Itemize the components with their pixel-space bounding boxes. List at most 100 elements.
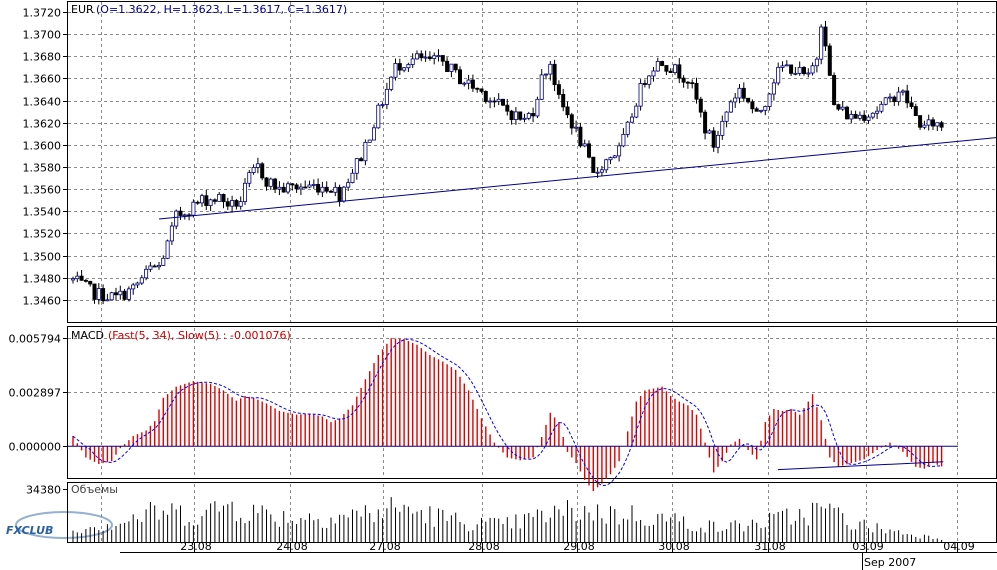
candle-body: [182, 214, 187, 217]
candle-body: [522, 117, 527, 120]
candle-body: [492, 100, 497, 103]
macd-trendline[interactable]: [777, 461, 944, 471]
candle-body: [642, 83, 647, 85]
candle-body: [294, 184, 299, 190]
candle-body: [707, 130, 712, 134]
candle-body: [346, 182, 351, 188]
candle-body: [165, 240, 170, 259]
candle-body: [879, 103, 884, 112]
candle-body: [935, 122, 940, 127]
candle-body: [440, 55, 445, 62]
candle-body: [698, 98, 703, 113]
candle-body: [371, 127, 376, 141]
price-grid: [68, 2, 996, 322]
price-trendline[interactable]: [158, 137, 997, 220]
candle-body: [178, 210, 183, 216]
date-label: 23.08: [180, 540, 212, 553]
candle-body: [789, 64, 794, 74]
candle-body: [866, 116, 871, 121]
candle-body: [161, 257, 166, 266]
candle-body: [634, 105, 639, 118]
candle-body: [79, 275, 84, 281]
price-panel[interactable]: 1.3720 1.3700 1.3680 1.3660 1.3640 1.3620 1.36…: [23, 1, 997, 323]
candle-body: [114, 292, 119, 296]
price-tick-label: 1.3500: [23, 251, 62, 264]
candle-body: [453, 63, 458, 71]
date-label: 28.08: [468, 540, 500, 553]
candle-body: [814, 58, 819, 67]
candle-body: [836, 104, 841, 110]
macd-signal-line: [72, 338, 942, 487]
candle-body: [892, 96, 897, 103]
candle-body: [784, 64, 789, 67]
candle-body: [737, 87, 742, 99]
candle-body: [746, 97, 751, 103]
candle-body: [449, 63, 454, 72]
candle-body: [359, 158, 364, 162]
candle-body: [457, 69, 462, 85]
candle-body: [896, 91, 901, 103]
macd-panel[interactable]: 0.005794 0.002897 0.000000 MACD (Fast(5, 3…: [9, 326, 997, 492]
price-axis: 1.3720 1.3700 1.3680 1.3660 1.3640 1.3620 1.36…: [23, 7, 67, 308]
candle-body: [217, 193, 222, 202]
candle-body: [832, 75, 837, 106]
candle-body: [324, 186, 329, 192]
candle-body: [660, 61, 665, 66]
date-axis: 23.08 24.08 27.08 28.08 29.08 30.08 31.08 03.09…: [120, 540, 997, 570]
candle-body: [655, 61, 660, 72]
candle-body: [518, 111, 523, 120]
candle-body: [548, 63, 553, 75]
candle-body: [109, 292, 114, 301]
candle-body: [806, 72, 811, 75]
candle-body: [673, 64, 678, 73]
macd-tick-label: 0.000000: [9, 441, 62, 454]
candle-body: [819, 26, 824, 60]
volume-grid: [101, 484, 958, 542]
candle-body: [251, 167, 256, 173]
candle-body: [341, 186, 346, 202]
candle-body: [96, 288, 101, 300]
candle-body: [552, 63, 557, 86]
candle-body: [144, 268, 149, 279]
candle-body: [101, 288, 106, 302]
candle-body: [875, 110, 880, 114]
candle-body: [802, 67, 807, 74]
candle-body: [767, 93, 772, 107]
candle-body: [625, 121, 630, 135]
candle-body: [741, 87, 746, 99]
candle-body: [397, 63, 402, 71]
candle-body: [509, 110, 514, 121]
candle-body: [587, 143, 592, 158]
macd-tick-label: 0.002897: [9, 387, 62, 400]
fxclub-logo: FXCLUB: [6, 511, 113, 539]
candle-body: [931, 119, 936, 127]
price-tick-label: 1.3580: [23, 162, 62, 175]
candle-body: [363, 141, 368, 162]
candle-body: [333, 186, 338, 193]
candle-body: [617, 145, 622, 157]
candle-body: [763, 106, 768, 111]
candle-body: [578, 126, 583, 147]
candle-body: [483, 91, 488, 102]
candle-body: [148, 265, 153, 270]
price-tick-label: 1.3720: [23, 7, 62, 20]
candle-body: [475, 87, 480, 90]
candle-body: [668, 70, 673, 73]
candle-body: [432, 55, 437, 59]
candle-body: [92, 283, 97, 300]
price-tick-label: 1.3680: [23, 51, 62, 64]
candle-body: [926, 119, 931, 126]
candle-body: [152, 265, 157, 268]
candle-body: [664, 65, 669, 72]
candle-body: [694, 82, 699, 100]
candle-body: [612, 155, 617, 159]
candle-body: [728, 101, 733, 113]
candle-body: [845, 106, 850, 120]
candle-body: [531, 113, 536, 117]
candle-body: [126, 288, 131, 300]
candle-body: [733, 97, 738, 103]
candle-body: [505, 104, 510, 112]
candle-body: [647, 75, 652, 85]
candle-body: [608, 157, 613, 161]
volume-panel[interactable]: 34380 Объемы: [26, 482, 997, 543]
